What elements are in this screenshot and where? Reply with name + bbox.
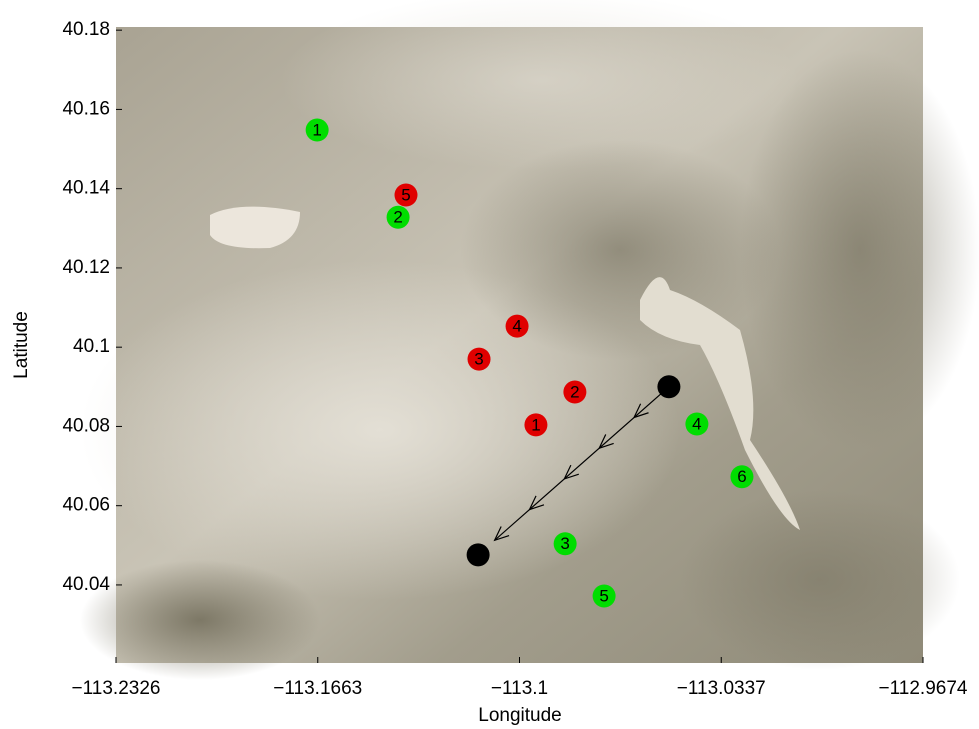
marker-label: 3	[560, 534, 569, 553]
x-tick-label: −112.9674	[879, 678, 968, 699]
marker	[394, 183, 418, 207]
x-tick-label: −113.0337	[677, 678, 766, 699]
marker-label: 1	[312, 121, 321, 140]
marker	[386, 205, 410, 229]
marker-label: 1	[531, 415, 540, 434]
x-axis-label: Longitude	[478, 705, 561, 726]
axes: −113.2326 −113.1663 −113.1 −113.0337 −112.96…	[62, 19, 967, 699]
marker-label: 5	[599, 587, 608, 606]
arrow-head	[493, 526, 510, 542]
marker	[305, 118, 329, 142]
track	[493, 386, 670, 542]
y-tick-label: 40.14	[62, 178, 110, 199]
y-tick-label: 40.04	[62, 574, 110, 595]
marker-label: 5	[401, 185, 410, 204]
x-tick-label: −113.1	[491, 678, 548, 699]
marker-label: 4	[692, 415, 701, 434]
marker	[685, 412, 709, 436]
marker-label: 6	[737, 467, 746, 486]
y-tick-label: 40.12	[62, 257, 110, 278]
y-tick-label: 40.1	[73, 336, 110, 357]
y-tick-label: 40.16	[62, 98, 110, 119]
marker	[505, 314, 529, 338]
marker	[592, 584, 616, 608]
markers: 1 2 3 4 5 6 1 2 3 4 5 S F	[305, 118, 754, 608]
arrow-head	[563, 464, 579, 480]
marker-label: 2	[393, 208, 402, 227]
y-axis-label: Latitude	[11, 311, 32, 379]
satellite-background	[80, 0, 979, 680]
x-tick-label: −113.1663	[273, 678, 362, 699]
x-tick-label: −113.2326	[72, 678, 161, 699]
marker-label: 4	[512, 317, 521, 336]
marker	[730, 465, 754, 489]
arrow-head	[598, 434, 614, 450]
marker-label: F	[473, 545, 483, 564]
arrow-head	[632, 403, 649, 419]
marker-label: 3	[474, 350, 483, 369]
marker	[657, 375, 681, 399]
y-tick-label: 40.18	[62, 19, 110, 40]
marker-label: 2	[570, 382, 579, 401]
arrow-head	[528, 495, 545, 511]
y-tick-label: 40.08	[62, 415, 110, 436]
y-tick-label: 40.06	[62, 495, 110, 516]
marker	[466, 543, 490, 567]
track-line	[494, 386, 670, 541]
marker	[524, 413, 548, 437]
marker	[467, 347, 491, 371]
marker-label: S	[663, 377, 674, 396]
marker	[563, 380, 587, 404]
marker	[553, 532, 577, 556]
